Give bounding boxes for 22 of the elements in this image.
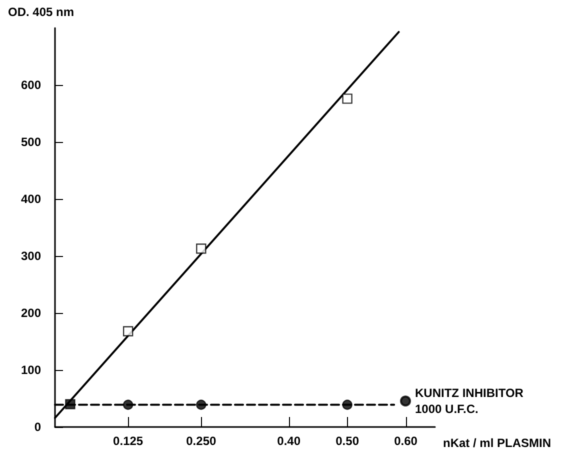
y-tick-label: 300: [20, 249, 42, 263]
point: [342, 400, 352, 410]
point: [65, 399, 76, 410]
x-tick-label: 0.40: [277, 434, 301, 448]
x-tick-label: 0.250: [186, 434, 216, 448]
y-tick-label: 0: [34, 420, 42, 434]
point: [122, 326, 134, 336]
x-tick-label: 0.50: [336, 434, 360, 448]
y-tick-label: 500: [20, 135, 42, 149]
point: [196, 400, 206, 410]
y-tick-label: 600: [20, 78, 42, 92]
x-tick-label: 0.60: [394, 434, 418, 448]
legend-label: KUNITZ INHIBITOR 1000 U.F.C.: [415, 386, 524, 416]
x-tick-label: 0.125: [113, 434, 144, 448]
y-tick-label: 400: [20, 192, 42, 206]
point: [196, 243, 206, 254]
y-axis-title: OD. 405 nm: [8, 5, 74, 19]
y-tick-label: 100: [20, 363, 42, 377]
y-tick-label: 200: [20, 306, 42, 320]
x-axis-title: nKat / ml PLASMIN: [443, 436, 552, 449]
point: [342, 94, 352, 104]
point: [122, 400, 134, 410]
